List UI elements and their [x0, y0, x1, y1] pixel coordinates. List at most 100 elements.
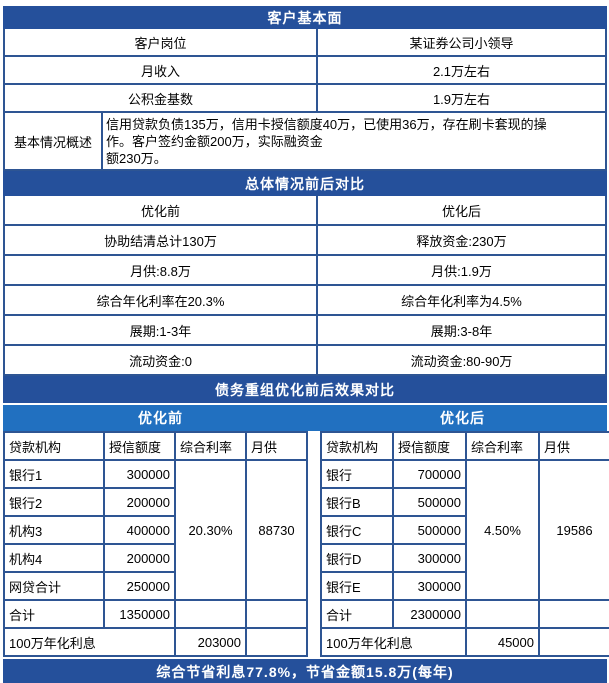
- pre-col-credit: 授信额度: [103, 431, 176, 461]
- basic-value-fund-base: 1.9万左右: [432, 91, 491, 107]
- post-row-bankE: 银行E 300000: [320, 571, 609, 601]
- empty-cell: [245, 599, 308, 629]
- overall-row-header: 优化前 优化后: [3, 196, 607, 226]
- pre-col-monthly: 月供: [245, 431, 308, 461]
- credit-amount: 300000: [392, 543, 467, 573]
- pre-row-org3: 机构3 400000: [3, 515, 307, 545]
- basic-label-fund-base: 公积金基数: [5, 85, 318, 111]
- credit-amount: 300000: [392, 571, 467, 601]
- overall-before-header: 优化前: [5, 196, 318, 224]
- institution-name: 机构4: [3, 543, 105, 573]
- section-overall-title: 总体情况前后对比: [3, 171, 607, 196]
- basic-row-fund-base: 公积金基数 1.9万左右: [3, 85, 607, 113]
- post-merged-rate: 4.50%: [465, 459, 540, 601]
- overall-row-settlement: 协助结清总计130万 释放资金:230万: [3, 226, 607, 256]
- institution-name: 机构3: [3, 515, 105, 545]
- post-row-bank: 银行 700000 4.50% 19586: [320, 459, 609, 601]
- overview-line-3: 额230万。: [106, 150, 167, 166]
- empty-cell: [174, 599, 247, 629]
- post-col-monthly: 月供: [538, 431, 609, 461]
- overall-after-released-funds: 释放资金:230万: [416, 233, 507, 249]
- institution-name: 银行2: [3, 487, 105, 517]
- basic-row-position: 客户岗位 某证券公司小领导: [3, 29, 607, 57]
- credit-amount: 300000: [103, 459, 176, 489]
- interest-value: 203000: [174, 627, 247, 657]
- post-row-bankC: 银行C 500000: [320, 515, 609, 545]
- overview-text: 信用贷款负债135万，信用卡授信额度40万，已使用36万，存在刷卡套现的操 作。…: [103, 113, 605, 169]
- basic-overview-row: 基本情况概述 信用贷款负债135万，信用卡授信额度40万，已使用36万，存在刷卡…: [3, 113, 607, 171]
- overall-before-settlement: 协助结清总计130万: [5, 226, 318, 254]
- empty-cell: [465, 599, 540, 629]
- overall-row-monthly-payment: 月供:8.8万 月供:1.9万: [3, 256, 607, 286]
- overall-before-term: 展期:1-3年: [5, 316, 318, 344]
- total-label: 合计: [320, 599, 394, 629]
- post-optimization-table: 贷款机构 授信额度 综合利率 月供 银行 700000 4.50% 19586 …: [320, 431, 609, 657]
- debt-after-label: 优化后: [440, 410, 485, 426]
- credit-amount: 700000: [392, 459, 467, 489]
- interest-label: 100万年化利息: [3, 627, 176, 657]
- overall-before-liquidity: 流动资金:0: [5, 346, 318, 374]
- pre-row-online-loans: 网贷合计 250000: [3, 571, 307, 601]
- credit-amount: 500000: [392, 515, 467, 545]
- interest-label: 100万年化利息: [320, 627, 467, 657]
- total-label: 合计: [3, 599, 105, 629]
- basic-value-income: 2.1万左右: [432, 63, 491, 79]
- empty-cell: [245, 627, 308, 657]
- savings-summary-bar: 综合节省利息77.8%，节省金额15.8万(每年): [3, 659, 607, 683]
- pre-row-bank1: 银行1 300000 20.30% 88730: [3, 459, 308, 601]
- total-credit: 1350000: [103, 599, 176, 629]
- overall-after-term: 展期:3-8年: [430, 323, 493, 339]
- institution-name: 银行1: [3, 459, 105, 489]
- overall-after-rate: 综合年化利率为4.5%: [401, 293, 522, 309]
- pre-merged-rate: 20.30%: [174, 459, 247, 601]
- basic-value-position: 某证券公司小领导: [409, 35, 514, 51]
- debt-before-label: 优化前: [138, 410, 183, 426]
- credit-amount: 500000: [392, 487, 467, 517]
- institution-name: 银行D: [320, 543, 394, 573]
- pre-merged-monthly: 88730: [245, 459, 308, 601]
- basic-row-income: 月收入 2.1万左右: [3, 57, 607, 85]
- post-col-institution: 贷款机构: [320, 431, 394, 461]
- debt-subheader-bar: 优化前 优化后: [3, 403, 607, 431]
- credit-amount: 400000: [103, 515, 176, 545]
- section-debt-title: 债务重组优化前后效果对比: [3, 376, 607, 403]
- institution-name: 网贷合计: [3, 571, 105, 601]
- post-col-rate: 综合利率: [465, 431, 540, 461]
- institution-name: 银行: [320, 459, 394, 489]
- post-row-bankD: 银行D 300000: [320, 543, 609, 573]
- overall-before-monthly: 月供:8.8万: [5, 256, 318, 284]
- overall-row-term: 展期:1-3年 展期:3-8年: [3, 316, 607, 346]
- overview-line-1: 信用贷款负债135万，信用卡授信额度40万，已使用36万，存在刷卡套现的操: [106, 116, 547, 132]
- pre-table-header-row: 贷款机构 授信额度 综合利率 月供: [3, 431, 308, 461]
- basic-label-income: 月收入: [5, 57, 318, 83]
- post-col-credit: 授信额度: [392, 431, 467, 461]
- pre-optimization-table: 贷款机构 授信额度 综合利率 月供 银行1 300000 20.30% 8873…: [3, 431, 308, 657]
- overall-after-liquidity: 流动资金:80-90万: [410, 353, 513, 369]
- credit-amount: 200000: [103, 487, 176, 517]
- post-merged-monthly: 19586: [538, 459, 609, 601]
- interest-value: 45000: [465, 627, 540, 657]
- overall-before-rate: 综合年化利率在20.3%: [5, 286, 318, 314]
- overall-row-annual-rate: 综合年化利率在20.3% 综合年化利率为4.5%: [3, 286, 607, 316]
- total-credit: 2300000: [392, 599, 467, 629]
- post-row-total: 合计 2300000: [320, 599, 609, 629]
- pre-row-interest: 100万年化利息 203000: [3, 627, 308, 657]
- pre-row-total: 合计 1350000: [3, 599, 308, 629]
- comparison-tables: 贷款机构 授信额度 综合利率 月供 银行1 300000 20.30% 8873…: [3, 431, 609, 657]
- post-row-bankB: 银行B 500000: [320, 487, 609, 517]
- basic-label-position: 客户岗位: [5, 29, 318, 55]
- overall-row-liquidity: 流动资金:0 流动资金:80-90万: [3, 346, 607, 376]
- credit-amount: 200000: [103, 543, 176, 573]
- pre-row-bank2: 银行2 200000: [3, 487, 307, 517]
- section-basic-title: 客户基本面: [3, 6, 607, 29]
- overview-line-2: 作。客户签约金额200万，实际融资金: [106, 133, 323, 149]
- pre-col-rate: 综合利率: [174, 431, 247, 461]
- credit-amount: 250000: [103, 571, 176, 601]
- empty-cell: [538, 599, 609, 629]
- overall-after-monthly: 月供:1.9万: [431, 263, 492, 279]
- post-table-header-row: 贷款机构 授信额度 综合利率 月供: [320, 431, 609, 461]
- empty-cell: [538, 627, 609, 657]
- overview-label: 基本情况概述: [5, 113, 103, 169]
- institution-name: 银行E: [320, 571, 394, 601]
